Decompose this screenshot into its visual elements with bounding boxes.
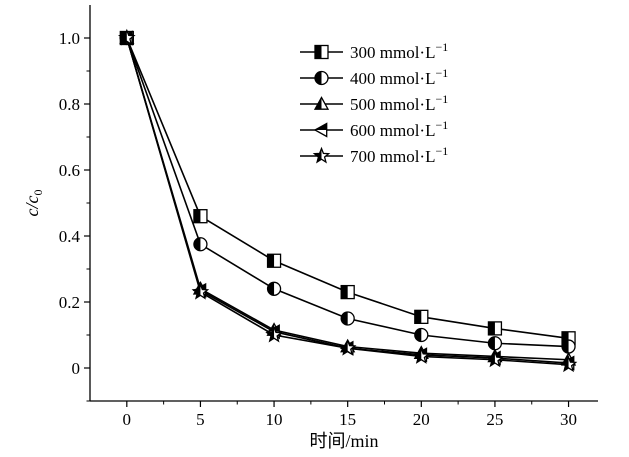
data-point [559, 355, 578, 373]
y-tick-label: 0.8 [59, 95, 80, 114]
x-tick-label: 25 [486, 410, 503, 429]
y-tick-label: 1.0 [59, 29, 80, 48]
legend-item: 400 mmol·L−1 [300, 66, 448, 88]
legend-marker [312, 146, 331, 164]
y-axis-title: c/c0 [22, 190, 45, 217]
data-point [486, 350, 504, 368]
data-point [266, 253, 282, 268]
x-tick-label: 20 [413, 410, 430, 429]
legend-marker [314, 70, 329, 86]
legend-marker [314, 44, 329, 60]
x-axis-title: 时间/min [309, 431, 378, 451]
data-point [414, 309, 429, 325]
legend-label: 700 mmol·L−1 [350, 144, 448, 166]
axes: 0 5 10 15 20 25 30 0 0.2 0.4 0.6 0.8 1.0 时间/min c/c0 [22, 5, 598, 451]
legend-item: 300 mmol·L−1 [300, 40, 448, 62]
data-point [266, 281, 282, 296]
series-5 [118, 28, 578, 373]
data-point [414, 327, 429, 343]
data-point [193, 209, 208, 224]
legend-marker [313, 96, 330, 110]
y-tick-label: 0.2 [59, 293, 80, 312]
data-point [191, 282, 210, 300]
legend-item: 600 mmol·L−1 [300, 118, 448, 140]
series-1 [119, 30, 576, 346]
data-point [487, 336, 503, 351]
legend-label: 500 mmol·L−1 [350, 92, 448, 114]
data-point [561, 339, 576, 354]
x-tick-label: 5 [196, 410, 205, 429]
series-layer [118, 28, 578, 373]
data-point [340, 284, 355, 300]
legend-item: 500 mmol·L−1 [300, 92, 448, 114]
y-tick-label: 0.6 [59, 161, 80, 180]
x-tick-label: 30 [560, 410, 577, 429]
legend-label: 300 mmol·L−1 [350, 40, 448, 62]
legend-label: 400 mmol·L−1 [350, 66, 448, 88]
data-point [340, 311, 355, 326]
data-point [338, 338, 357, 356]
data-point [193, 237, 208, 252]
y-tick-label: 0.4 [59, 227, 81, 246]
data-point [265, 325, 283, 343]
x-tick-label: 15 [339, 410, 356, 429]
series-line [126, 37, 569, 348]
x-tick-label: 10 [266, 410, 283, 429]
data-point [412, 347, 431, 364]
series-2 [119, 30, 576, 354]
legend-item: 700 mmol·L−1 [300, 144, 448, 166]
y-tick-label: 0 [72, 359, 81, 378]
data-point [487, 321, 503, 336]
x-tick-label: 0 [123, 410, 132, 429]
legend: 300 mmol·L−1 400 mmol·L−1 500 mmol·L−1 600 … [300, 40, 448, 166]
data-point [118, 28, 136, 46]
legend-marker [313, 122, 328, 138]
legend-label: 600 mmol·L−1 [350, 118, 448, 140]
